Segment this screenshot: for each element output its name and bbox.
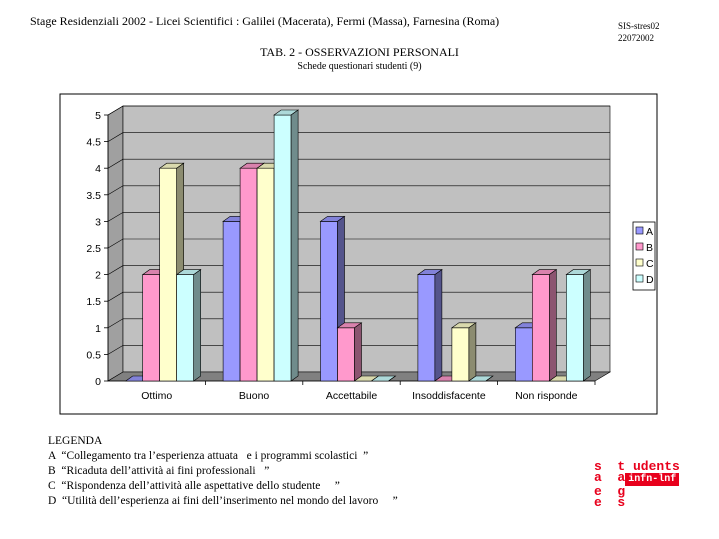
bar-d-non-risponde: [565, 274, 584, 382]
table-title: TAB. 2 - OSSERVAZIONI PERSONALI: [260, 45, 459, 59]
bar-d-non-risponde-side: [582, 269, 591, 382]
logo-line4: e s: [594, 495, 626, 510]
y-tick-label: 0: [95, 376, 101, 388]
x-tick-label: Buono: [239, 390, 270, 402]
bar-chart: 0 0.5 1 1.5 2 2.5 3 3.5 4 4.5 5 Ottimo Buono Accettab…: [59, 93, 658, 415]
x-tick-label: Ottimo: [141, 390, 172, 402]
header-title: Stage Residenziali 2002 - Licei Scientif…: [30, 14, 500, 28]
logo-badge: infn-lnf: [625, 473, 680, 486]
table-subtitle: Schede questionari studenti (9): [297, 61, 422, 72]
bar-c-insoddisfacente-side: [468, 322, 477, 382]
bar-b-non-risponde: [531, 274, 550, 382]
x-tick-label: Insoddisfacente: [412, 390, 486, 402]
gridline: [107, 158, 610, 169]
bar-c-buono: [256, 167, 275, 382]
stages-logo: s t udents a a infn-lnf e g e s: [594, 459, 680, 510]
legend-heading: LEGENDA: [48, 435, 103, 447]
x-tick-label: Accettabile: [326, 390, 378, 402]
gridline: [107, 291, 610, 302]
bar-d-buono-side: [290, 109, 299, 382]
legend-item-d: D “Utilità dell’esperienza ai fini dell’…: [48, 495, 398, 507]
bar-c-insoddisfacente: [451, 327, 470, 382]
legend-label-c: C: [646, 258, 654, 270]
bar-d-buono: [273, 114, 292, 382]
legend-swatch-a: [635, 226, 644, 235]
document-code-line2: 22072002: [618, 33, 654, 43]
legend-swatch-b: [635, 242, 644, 251]
gridline: [107, 212, 610, 222]
bar-a-buono: [222, 221, 241, 382]
chart-legend-box: [632, 221, 656, 291]
logo-line3: e g: [594, 484, 626, 499]
gridline: [107, 185, 610, 196]
y-tick-label: 3.5: [86, 190, 101, 202]
y-tick-label: 3: [95, 216, 101, 228]
gridline: [107, 238, 610, 249]
y-tick-label: 2: [95, 270, 101, 282]
legend-swatch-d: [635, 274, 644, 283]
bar-d-ottimo-side: [193, 269, 201, 382]
y-tick-label: 0.5: [86, 349, 101, 361]
bar-a-accettabile: [320, 221, 338, 382]
bar-d-accettabile-side: [388, 375, 396, 382]
y-tick-label: 5: [95, 110, 101, 122]
y-tick-label: 4.5: [86, 137, 101, 149]
bar-b-accettabile: [337, 327, 355, 382]
y-tick-label: 1: [95, 323, 101, 335]
bar-b-accettabile-side: [354, 322, 362, 382]
legend-label-d: D: [646, 274, 654, 286]
x-tick-label: Non risponde: [515, 390, 578, 402]
y-tick-label: 1.5: [86, 296, 101, 308]
legend-label-b: B: [646, 242, 653, 254]
bar-a-insoddisfacente-side: [434, 269, 443, 382]
logo-line2: a a: [594, 470, 626, 485]
legend-box: LEGENDA A “Collegamento tra l’esperienza…: [48, 434, 398, 509]
bar-d-insoddisfacente-side: [485, 375, 494, 382]
document-code: SIS-stres02 22072002: [618, 20, 660, 44]
bar-a-insoddisfacente: [417, 274, 436, 382]
bar-c-ottimo: [159, 167, 177, 382]
logo-line1: s t udents: [594, 459, 680, 474]
gridline: [107, 105, 610, 116]
bar-b-non-risponde-side: [548, 269, 557, 382]
bar-b-buono: [239, 167, 258, 382]
gridline: [107, 345, 610, 355]
legend-item-a: A “Collegamento tra l’esperienza attuata…: [48, 450, 369, 462]
bar-d-ottimo: [176, 274, 194, 382]
legend-item-c: C “Rispondenza dell’attività alle aspett…: [48, 480, 340, 492]
document-code-line1: SIS-stres02: [618, 21, 660, 31]
bar-a-non-risponde: [514, 327, 533, 382]
bar-b-ottimo: [142, 274, 160, 382]
legend-item-b: B “Ricaduta dell’attività ai fini profes…: [48, 465, 270, 477]
gridline: [107, 318, 610, 329]
legend-swatch-c: [635, 258, 644, 267]
legend-label-a: A: [646, 226, 653, 238]
y-tick-label: 2.5: [86, 243, 101, 255]
y-tick-label: 4: [95, 163, 101, 175]
gridline: [107, 132, 610, 142]
gridline: [107, 265, 610, 275]
